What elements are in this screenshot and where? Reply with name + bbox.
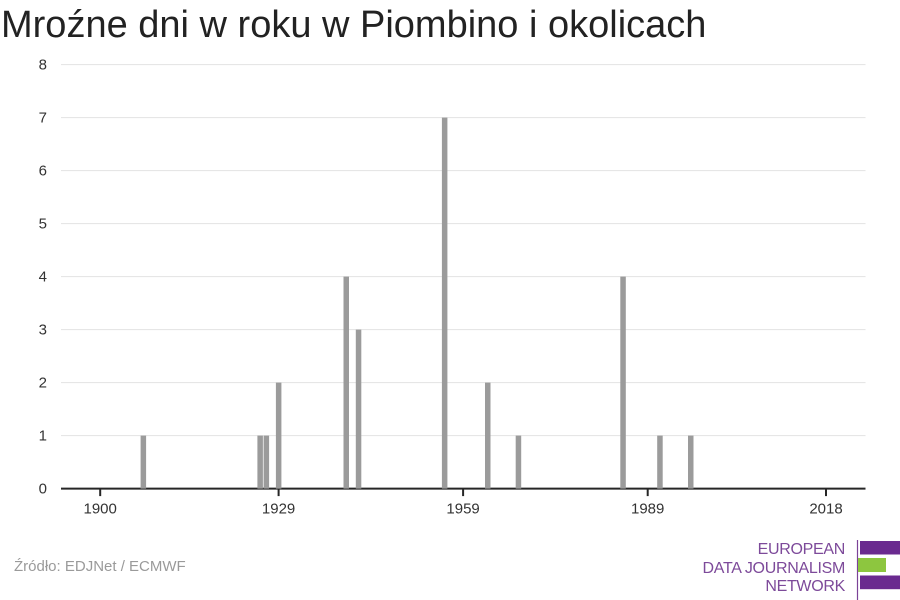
svg-text:7: 7 <box>39 110 47 127</box>
svg-text:1900: 1900 <box>84 501 117 518</box>
svg-text:1989: 1989 <box>631 501 664 518</box>
svg-text:0: 0 <box>39 481 47 498</box>
svg-text:3: 3 <box>39 322 47 339</box>
svg-text:5: 5 <box>39 216 47 233</box>
svg-text:1959: 1959 <box>446 501 479 518</box>
svg-text:1929: 1929 <box>262 501 295 518</box>
svg-text:2018: 2018 <box>809 501 842 518</box>
svg-text:6: 6 <box>39 163 47 180</box>
svg-text:1: 1 <box>39 428 47 445</box>
svg-text:2: 2 <box>39 375 47 392</box>
svg-text:4: 4 <box>39 269 47 286</box>
svg-text:8: 8 <box>39 57 47 74</box>
